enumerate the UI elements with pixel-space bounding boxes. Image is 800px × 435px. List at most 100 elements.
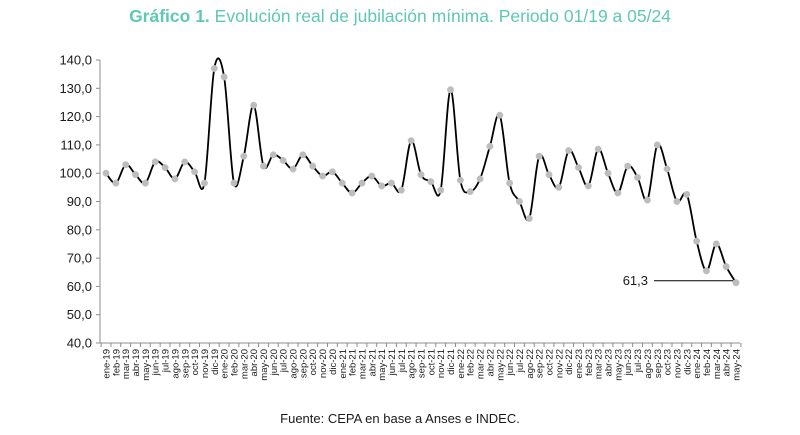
data-point xyxy=(476,175,484,183)
x-tick-label: sep-20 xyxy=(298,349,309,378)
x-tick-label: jul-21 xyxy=(397,349,408,373)
data-point xyxy=(279,157,287,164)
data-point xyxy=(594,145,602,153)
x-tick-label: jun-22 xyxy=(505,349,516,376)
data-point xyxy=(397,186,405,194)
data-point xyxy=(161,164,169,171)
x-tick-label: ago-22 xyxy=(525,349,536,379)
data-point xyxy=(545,171,553,179)
data-point xyxy=(269,151,277,159)
data-point xyxy=(427,178,435,186)
x-tick-label: sep-22 xyxy=(535,349,546,378)
x-tick-label: mar-24 xyxy=(712,349,723,379)
data-point xyxy=(634,173,642,181)
x-tick-label: mar-20 xyxy=(239,349,250,379)
data-point xyxy=(555,183,563,191)
y-tick-label: 90,0 xyxy=(67,194,92,209)
x-tick-label: jun-21 xyxy=(387,349,398,376)
data-point xyxy=(220,73,228,81)
data-point xyxy=(338,179,346,187)
data-point xyxy=(693,237,701,245)
x-tick-label: may-22 xyxy=(495,349,506,381)
x-tick-label: ago-21 xyxy=(407,349,418,379)
x-tick-label: abr-23 xyxy=(604,349,615,376)
x-tick-label: may-24 xyxy=(732,349,743,381)
y-tick-label: 50,0 xyxy=(67,307,92,322)
data-point xyxy=(447,86,454,94)
x-tick-label: ene-19 xyxy=(102,349,113,379)
data-point xyxy=(260,162,267,170)
data-point xyxy=(171,175,179,183)
x-tick-label: ago-20 xyxy=(289,349,300,379)
x-tick-label: may-21 xyxy=(377,349,388,381)
x-tick-label: oct-20 xyxy=(308,349,319,375)
data-point xyxy=(319,172,327,180)
data-point xyxy=(132,171,139,179)
data-point xyxy=(604,169,612,177)
data-point xyxy=(535,152,543,160)
data-point xyxy=(289,165,297,173)
data-point xyxy=(663,165,671,173)
x-tick-label: feb-22 xyxy=(466,349,477,376)
chart-title-lead: Gráfico 1. xyxy=(129,6,210,26)
data-point xyxy=(358,179,366,187)
y-tick-label: 100,0 xyxy=(59,166,92,181)
data-point xyxy=(181,158,189,166)
x-tick-label: ene-20 xyxy=(220,349,231,379)
x-tick-label: jul-22 xyxy=(515,349,526,373)
data-point xyxy=(575,164,582,171)
x-tick-label: may-20 xyxy=(259,349,270,381)
x-tick-label: oct-22 xyxy=(544,349,555,375)
data-point xyxy=(417,171,425,179)
data-point xyxy=(722,263,730,271)
data-point xyxy=(653,141,661,149)
x-tick-label: feb-21 xyxy=(348,349,359,376)
x-tick-label: ago-19 xyxy=(170,349,181,379)
x-tick-label: mar-19 xyxy=(121,349,132,379)
x-tick-label: jul-23 xyxy=(633,349,644,373)
data-point xyxy=(240,152,248,160)
x-tick-label: abr-22 xyxy=(485,349,496,376)
data-point xyxy=(378,182,386,190)
x-tick-label: sep-19 xyxy=(180,349,191,378)
data-point xyxy=(673,198,681,205)
data-point xyxy=(151,158,159,166)
x-tick-label: oct-21 xyxy=(426,349,437,375)
data-point xyxy=(309,162,317,170)
x-tick-label: abr-21 xyxy=(367,349,378,376)
x-tick-label: nov-21 xyxy=(436,349,447,378)
data-point xyxy=(624,162,632,170)
data-point xyxy=(191,168,199,176)
x-tick-label: nov-20 xyxy=(318,349,329,378)
data-point xyxy=(565,147,573,155)
chart-title: Gráfico 1. Evolución real de jubilación … xyxy=(0,6,800,27)
data-point xyxy=(388,179,395,187)
data-point xyxy=(141,179,149,187)
x-tick-label: mar-23 xyxy=(594,349,605,379)
data-point xyxy=(368,172,376,180)
chart-title-text: Evolución real de jubilación mínima. Per… xyxy=(214,6,671,26)
data-point xyxy=(210,65,218,72)
data-point xyxy=(456,176,464,184)
x-tick-label: dic-21 xyxy=(446,349,457,375)
x-tick-label: abr-24 xyxy=(722,349,733,376)
data-point xyxy=(348,189,356,197)
data-point xyxy=(466,188,474,196)
data-point xyxy=(712,240,720,248)
x-tick-label: nov-23 xyxy=(672,349,683,378)
annotation-label: 61,3 xyxy=(623,273,648,288)
data-point xyxy=(683,190,691,198)
x-tick-label: may-23 xyxy=(613,349,624,381)
y-tick-label: 60,0 xyxy=(67,279,92,294)
x-tick-label: feb-19 xyxy=(111,349,122,376)
x-tick-label: feb-24 xyxy=(702,349,713,376)
data-point xyxy=(102,169,110,177)
x-tick-label: dic-22 xyxy=(564,349,575,375)
data-point xyxy=(584,182,592,190)
y-tick-label: 70,0 xyxy=(67,251,92,266)
x-tick-label: sep-23 xyxy=(653,349,664,378)
data-point xyxy=(112,179,120,187)
y-tick-label: 130,0 xyxy=(59,81,92,96)
x-tick-label: nov-19 xyxy=(200,349,211,378)
